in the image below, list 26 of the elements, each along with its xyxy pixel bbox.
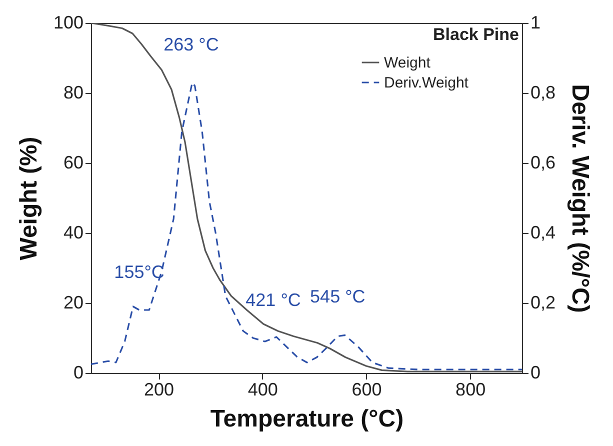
- annotation: 421 °C: [246, 290, 301, 310]
- y2-tick-label: 0,6: [530, 152, 556, 172]
- y-tick-label: 40: [63, 222, 84, 242]
- y-tick-label: 0: [73, 362, 84, 382]
- y2-tick-label: 0,2: [530, 292, 556, 312]
- y2-axis-title: Deriv. Weight (%/°C): [566, 84, 594, 313]
- x-tick-label: 800: [456, 380, 486, 400]
- x-tick-label: 600: [352, 380, 382, 400]
- y-tick-label: 100: [53, 12, 84, 32]
- y2-tick-label: 1: [530, 12, 541, 32]
- y-axis-title: Weight (%): [15, 136, 42, 260]
- annotation: 155°C: [114, 262, 164, 282]
- x-axis-title: Temperature (°C): [210, 406, 404, 432]
- y2-tick-label: 0: [530, 362, 541, 382]
- x-tick-label: 200: [144, 380, 174, 400]
- y2-tick-label: 0,8: [530, 82, 556, 102]
- y2-tick-label: 0,4: [530, 222, 556, 242]
- annotation: Black Pine: [433, 25, 519, 44]
- annotation: 263 °C: [164, 34, 219, 54]
- y-tick-label: 20: [63, 292, 84, 312]
- legend-label: Deriv.Weight: [384, 74, 470, 92]
- y-tick-label: 60: [63, 152, 84, 172]
- legend-label: Weight: [384, 54, 432, 72]
- annotation: 545 °C: [310, 286, 366, 306]
- y-tick-label: 80: [63, 82, 84, 102]
- x-tick-label: 400: [248, 380, 278, 400]
